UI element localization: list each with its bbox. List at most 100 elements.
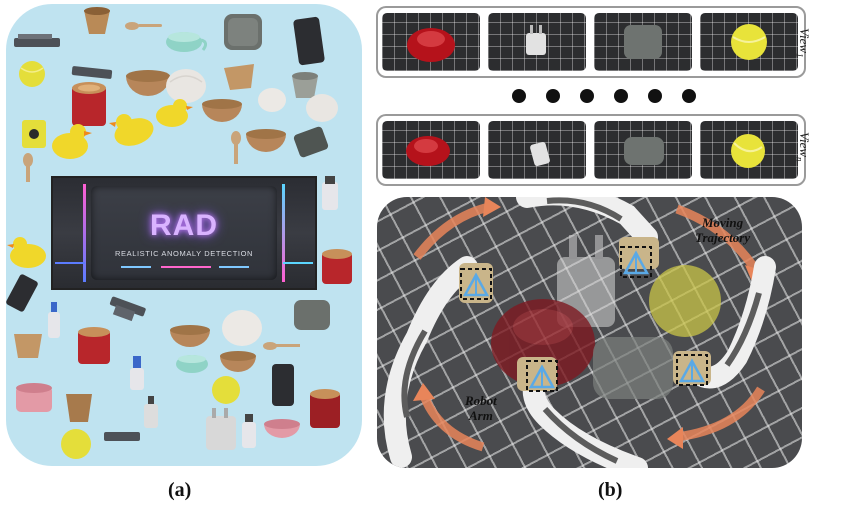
ellipsis-dot [648,89,662,103]
bowl-icon [170,325,210,347]
dome-icon [258,88,286,112]
box-icon [293,126,329,158]
bottle-icon [144,396,158,428]
phone-icon [272,364,294,406]
caption-a: (a) [168,479,192,501]
clip-icon [104,432,140,441]
cup-icon [224,64,254,90]
bottle-icon [322,176,338,210]
plug-icon [530,141,550,167]
rad-title: RAD [150,209,218,242]
view-first-label: View1 [794,28,812,58]
duck-icon [52,124,92,159]
box-icon [294,300,330,330]
neon-line [121,266,151,268]
trajectory-arrow [676,386,765,442]
view-first-strip [376,6,806,78]
camera-pose-icon [526,360,558,392]
duck-icon [7,237,46,268]
yellow-ball-icon [649,265,721,337]
robot-arm-top [516,197,659,269]
neon-line [283,262,313,264]
rad-subtitle: REALISTIC ANOMALY DETECTION [114,249,254,258]
spoon-icon [23,153,33,182]
neon-edge-right [282,184,285,282]
trajectory-arrowhead [483,197,501,217]
plug-icon [526,25,546,55]
cup-icon [14,334,42,358]
camera-pose-icon [620,246,652,278]
yellow-ball-icon [731,24,767,60]
duck-icon [156,99,193,127]
camera-pose-icon [460,268,492,300]
clip-icon [71,66,113,79]
rad-dataset-collage: RAD REALISTIC ANOMALY DETECTION [6,4,362,466]
ellipsis-dot [546,89,560,103]
cup-icon [66,394,92,422]
bowl-icon [246,129,286,152]
can-icon [22,120,46,148]
dome-icon [222,310,262,346]
thumb-yellow-ball [700,13,798,71]
red-dome-icon [407,28,455,62]
red-dome-icon [406,136,450,166]
moving-trajectory-label: Moving Trajectory [695,215,751,245]
camera-pose-icon [676,354,708,386]
trajectory-arrow [675,204,759,272]
trajectory-arrow [418,391,485,452]
gray-box-icon [624,25,662,59]
thumb-gray-box [594,13,692,71]
neon-line [161,266,211,268]
neon-line [55,262,85,264]
bottle-icon [48,302,60,338]
ellipsis-dot [512,89,526,103]
can-icon [72,82,106,126]
trajectory-arrow [413,202,491,260]
phone-icon [6,274,38,312]
ellipsis-dot [580,89,594,103]
duck-icon [109,114,154,146]
bowl-icon [126,70,170,96]
ellipsis-dot [614,89,628,103]
phone-icon [293,16,325,66]
ball-icon [212,376,240,404]
can-icon [78,327,110,364]
spoon-icon [231,131,241,164]
rad-banner: RAD REALISTIC ANOMALY DETECTION [53,178,315,288]
neon-edge-left [83,184,86,282]
can-icon [322,249,352,284]
box-icon [224,14,262,50]
view-last-label: Viewn [794,132,812,162]
can-icon [310,389,340,428]
clip-icon [109,296,146,322]
bowl-icon [220,351,256,372]
bowl-icon [264,419,300,438]
bottle-icon [130,356,144,390]
clip-icon [14,34,60,47]
bowl-icon [202,99,242,122]
yellow-ball-icon [731,134,765,168]
ball-icon [19,61,45,87]
banner-screen: RAD REALISTIC ANOMALY DETECTION [91,186,277,280]
ball-icon [61,429,91,459]
thumb-plug [488,121,586,179]
gray-box-icon [593,337,673,399]
trajectory-arrowhead [413,383,435,401]
neon-line [219,266,249,268]
spoon-icon [125,22,162,30]
cup-icon [292,72,318,98]
object-collage [6,7,352,459]
cup-icon [84,7,110,34]
thumb-yellow-ball [700,121,798,179]
thumb-gray-box [594,121,692,179]
teacup-icon [166,32,208,52]
thumb-red-dome [382,13,480,71]
scene-illustration [383,197,776,468]
thumb-plug [488,13,586,71]
ellipsis-dot [682,89,696,103]
bottle-icon [242,414,256,448]
can-icon [16,383,52,412]
caption-b: (b) [598,479,623,501]
view-last-strip [376,114,806,186]
dome-icon [166,69,206,103]
